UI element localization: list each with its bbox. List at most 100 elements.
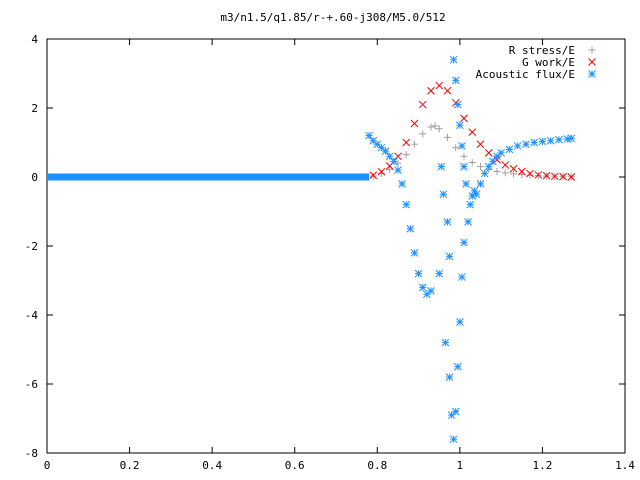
data-point xyxy=(419,130,427,138)
data-point xyxy=(477,163,484,171)
data-point xyxy=(460,152,468,160)
data-point xyxy=(472,190,481,199)
data-point xyxy=(460,162,468,171)
data-point xyxy=(468,128,477,137)
data-point xyxy=(402,200,411,209)
data-point xyxy=(470,186,479,195)
data-point xyxy=(567,173,576,181)
data-point xyxy=(449,435,458,444)
data-point xyxy=(427,86,435,95)
data-point xyxy=(435,81,444,90)
x-tick-label: 0.6 xyxy=(285,459,305,472)
x-tick-label: 1 xyxy=(457,459,464,472)
data-point xyxy=(546,136,555,145)
x-tick-label: 1.4 xyxy=(615,459,635,472)
axis-ticks: 0 0.2 0.4 0.6 0.8 1 1.2 1.4 4 2 0 -2 -4 -6 -8 xyxy=(25,33,636,472)
legend-label: Acoustic flux/E xyxy=(476,68,575,81)
y-tick-label: -8 xyxy=(25,447,38,460)
data-point xyxy=(439,190,448,199)
data-point xyxy=(458,142,466,150)
data-point xyxy=(443,133,451,141)
data-point xyxy=(410,249,419,257)
data-point xyxy=(402,151,410,159)
data-point xyxy=(437,162,446,171)
data-point xyxy=(480,169,489,178)
data-point xyxy=(451,407,460,416)
legend-marker xyxy=(588,46,596,54)
data-point xyxy=(394,166,402,174)
data-point xyxy=(497,148,505,157)
data-point xyxy=(510,170,518,178)
data-point xyxy=(505,145,514,154)
plot-frame xyxy=(46,38,626,454)
data-point xyxy=(385,152,394,161)
data-point xyxy=(458,273,466,281)
data-point xyxy=(414,269,423,278)
data-point xyxy=(489,157,497,166)
data-point xyxy=(427,123,435,131)
data-point xyxy=(377,170,385,178)
data-point xyxy=(466,200,475,209)
legend-marker xyxy=(588,58,596,66)
data-point xyxy=(365,131,373,140)
data-point xyxy=(555,135,563,144)
legend-marker xyxy=(588,70,596,78)
legend-label: G work/E xyxy=(522,56,575,69)
x-tick-label: 0.8 xyxy=(367,459,387,472)
data-point xyxy=(369,136,378,145)
data-point xyxy=(567,134,576,143)
data-point xyxy=(460,114,468,123)
data-point xyxy=(445,373,454,381)
data-point xyxy=(456,318,464,326)
data-point xyxy=(493,167,501,175)
series-0 xyxy=(361,122,575,181)
series-1 xyxy=(361,81,576,181)
y-tick-label: 2 xyxy=(31,102,38,115)
data-point xyxy=(389,157,398,166)
chart-title: m3/n1.5/q1.85/r-+.60-j308/M5.0/512 xyxy=(220,11,445,24)
data-point xyxy=(534,171,543,179)
data-point xyxy=(451,76,460,85)
data-point xyxy=(476,180,485,188)
x-tick-label: 1.2 xyxy=(532,459,552,472)
y-tick-label: 0 xyxy=(31,171,38,184)
data-point xyxy=(484,148,493,157)
x-tick-label: 0.2 xyxy=(120,459,140,472)
data-point xyxy=(406,224,415,233)
y-tick-label: 4 xyxy=(31,33,38,46)
data-point xyxy=(538,137,547,146)
data-point xyxy=(418,100,427,109)
data-point xyxy=(550,172,559,181)
data-point xyxy=(517,167,526,176)
data-point xyxy=(381,147,390,155)
data-point xyxy=(394,152,402,161)
y-tick-label: -4 xyxy=(25,309,39,322)
data-point xyxy=(526,171,534,179)
data-point xyxy=(530,138,539,147)
x-tick-label: 0 xyxy=(44,459,51,472)
data-point xyxy=(453,362,462,371)
data-point xyxy=(410,140,418,148)
data-point xyxy=(398,180,406,188)
data-point xyxy=(476,140,485,149)
data-point xyxy=(445,252,454,261)
data-point xyxy=(501,169,509,177)
data-point xyxy=(464,217,472,226)
data-point xyxy=(484,162,493,171)
data-point xyxy=(431,122,439,130)
data-point xyxy=(501,161,510,169)
data-point xyxy=(443,217,452,226)
data-point xyxy=(449,55,458,64)
data-point xyxy=(460,238,468,247)
data-point xyxy=(542,171,551,180)
data-point xyxy=(453,100,462,109)
data-point xyxy=(418,283,427,292)
data-point xyxy=(435,269,444,278)
data-point xyxy=(462,180,470,188)
data-point xyxy=(452,144,460,152)
data-point xyxy=(441,338,450,347)
data-point xyxy=(443,86,452,95)
data-point xyxy=(435,125,443,133)
data-point xyxy=(509,164,518,173)
data-point xyxy=(559,172,567,181)
